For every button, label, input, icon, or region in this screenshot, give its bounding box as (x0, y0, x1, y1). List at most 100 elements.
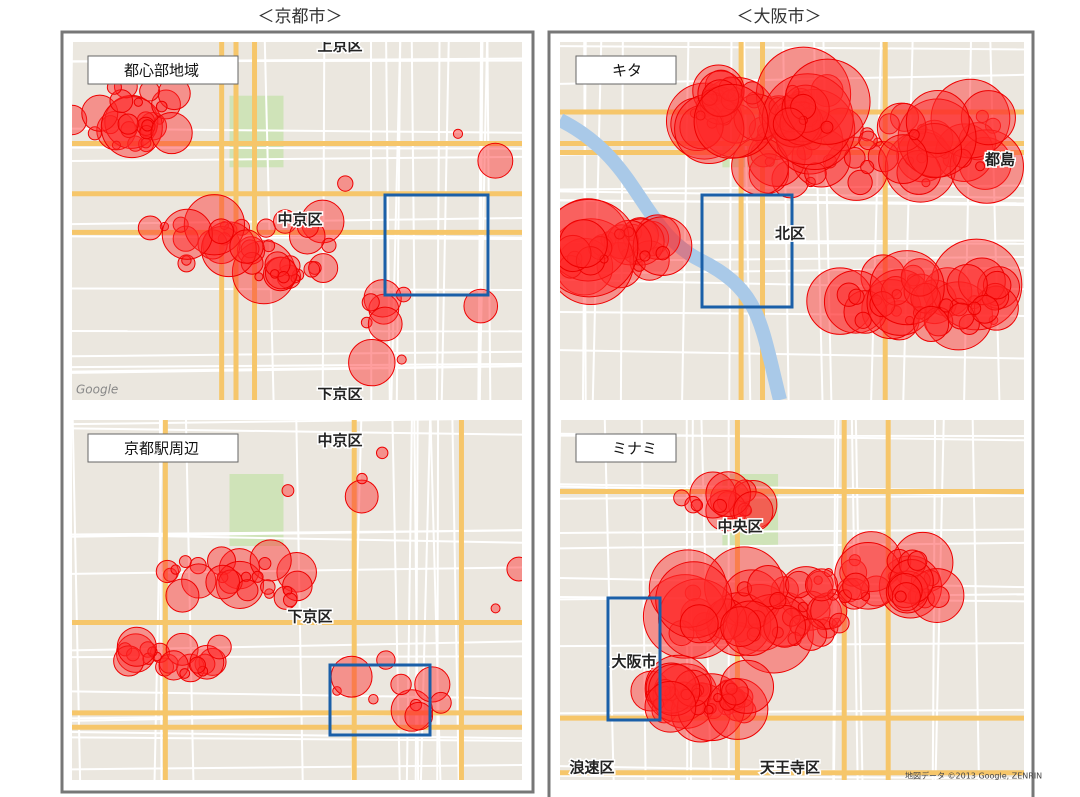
hotspot-circle (673, 669, 712, 707)
hotspot-circle (921, 178, 931, 188)
hotspot-circle (908, 129, 920, 141)
street (72, 350, 522, 358)
hotspot-circle (728, 480, 778, 530)
hotspot-circle (680, 688, 692, 701)
hotspot-circle (158, 650, 189, 681)
street (560, 349, 1024, 360)
hotspot-circle (878, 134, 928, 184)
panel-label-box (87, 433, 239, 463)
hotspot-circle (843, 146, 866, 169)
hotspot-circle (81, 94, 119, 132)
hotspot-circle (303, 261, 321, 278)
street (560, 528, 1024, 535)
hotspot-circle (356, 472, 368, 485)
hotspot-circle (216, 571, 229, 584)
hotspot-circle (823, 567, 834, 578)
hotspot-circle (722, 600, 779, 657)
street (429, 420, 442, 780)
hotspot-circle (970, 294, 1000, 324)
hotspot-circle (691, 683, 705, 697)
hotspot-circle (820, 120, 834, 134)
street (619, 42, 624, 400)
hotspot-circle (623, 226, 635, 238)
street (72, 690, 522, 700)
street (72, 640, 522, 652)
hotspot-circle (949, 129, 1024, 204)
hotspot-circle (981, 282, 1010, 311)
street (560, 577, 1024, 589)
hotspot-circle (757, 123, 773, 139)
panel-label: キタ (612, 62, 642, 80)
hotspot-circle (665, 82, 743, 160)
hotspot-circle (49, 130, 63, 144)
hotspot-circle (179, 668, 191, 679)
hotspot-circle (170, 564, 181, 575)
hotspot-circle (43, 120, 56, 133)
hotspot-circle (281, 484, 295, 497)
panel-label-box (87, 55, 239, 85)
hotspot-circle (452, 128, 464, 139)
hotspot-circle (463, 288, 499, 324)
hotspot-circle (264, 256, 298, 290)
hotspot-circle (363, 279, 402, 318)
hotspot-circle (781, 84, 830, 133)
hotspot-circle (155, 100, 168, 113)
hotspot-circle (260, 579, 276, 595)
street (560, 494, 1024, 500)
hotspot-circle (732, 491, 774, 532)
place-name: 下京区 (317, 386, 362, 404)
hotspot-circle (804, 162, 827, 185)
hotspot-circle (642, 574, 728, 659)
hotspot-circle (973, 285, 1019, 331)
hotspot-circle (126, 647, 140, 662)
street (870, 42, 883, 400)
google-logo: Google (76, 383, 118, 397)
hotspot-circle (229, 229, 264, 264)
kyoto-frame (60, 30, 535, 794)
hotspot-circle (906, 273, 920, 287)
street (963, 42, 972, 400)
hotspot-circle (713, 693, 723, 703)
hotspot-circle (690, 499, 704, 512)
street (560, 708, 1024, 715)
street (72, 42, 74, 130)
street (72, 736, 522, 742)
hotspot-circle (639, 250, 651, 262)
hotspot-circle (684, 495, 702, 514)
hotspot-circle (655, 246, 670, 261)
hotspot-circle (375, 446, 389, 460)
hotspot-circle (797, 601, 809, 613)
hotspot-circle (880, 276, 911, 306)
hotspot-circle (843, 290, 888, 334)
panel-label: ミナミ (612, 440, 657, 458)
hotspot-circle (161, 208, 213, 260)
hotspot-circle (560, 198, 630, 282)
hotspot-circle (251, 570, 264, 583)
hotspot-circle (913, 305, 950, 343)
hotspot-circle (39, 132, 54, 147)
hotspot-circle (806, 267, 874, 335)
hotspot-circle (249, 539, 292, 582)
hotspot-circle (218, 569, 243, 594)
hotspot-circle (860, 160, 875, 175)
panel-label-box (575, 55, 677, 85)
hotspot-circle (720, 606, 762, 648)
panel-label: 京都駅周辺 (124, 440, 199, 458)
place-name: 天王寺区 (760, 759, 820, 777)
street (72, 731, 522, 740)
hotspot-circle (368, 694, 379, 705)
street (410, 42, 417, 400)
attribution: 地図データ ©2013 Google, ZENRIN (905, 771, 1042, 781)
hotspot-circle (198, 647, 227, 676)
street (591, 42, 603, 400)
hotspot-circle (975, 161, 986, 172)
hotspot-circle (806, 570, 834, 598)
panel-label: 都心部地域 (124, 62, 199, 80)
hotspot-circle (219, 220, 229, 230)
hotspot-circle (617, 218, 665, 266)
hotspot-circle (804, 568, 839, 602)
hotspot-circle (506, 556, 522, 582)
